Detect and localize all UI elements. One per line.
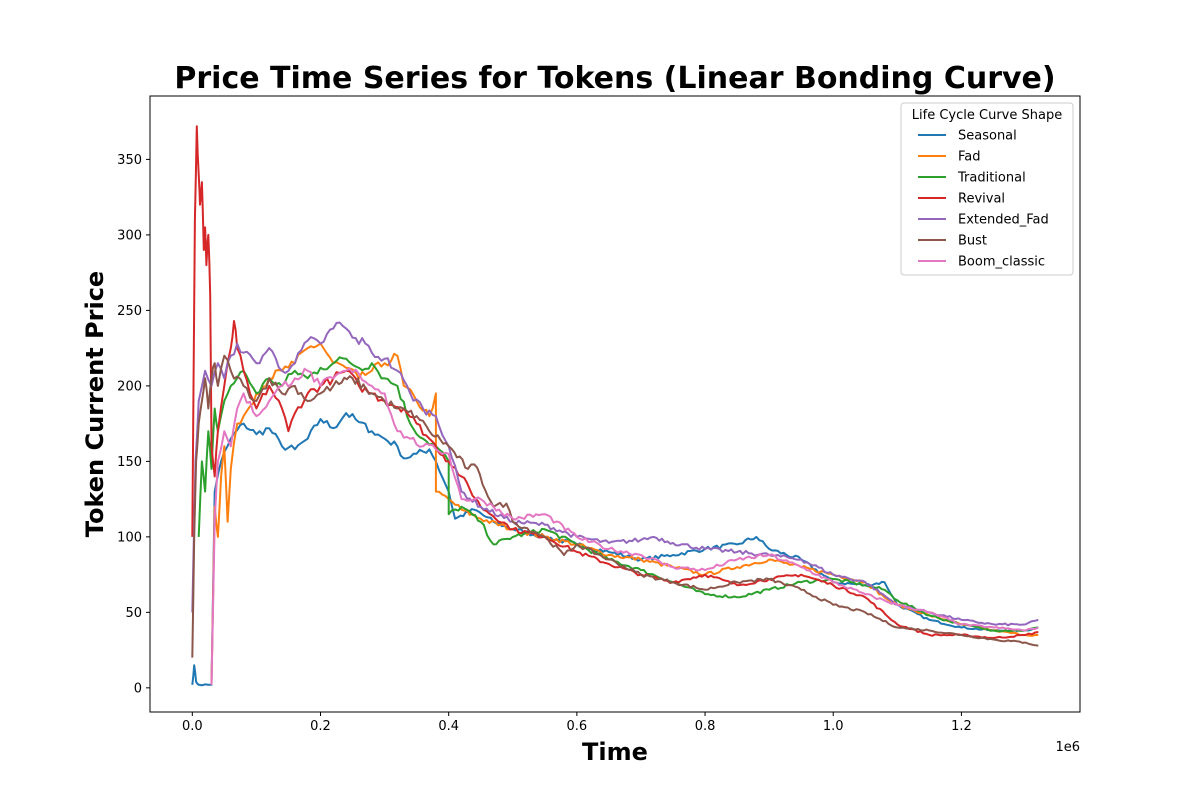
- legend-title: Life Cycle Curve Shape: [912, 108, 1062, 123]
- y-axis-ticks: 0 50 100 150 200 250 300 350: [117, 153, 150, 696]
- legend: Life Cycle Curve Shape Seasonal Fad Tradit…: [900, 102, 1074, 276]
- y-tick-label: 50: [125, 606, 142, 621]
- series-line-boom-classic: [210, 367, 1039, 685]
- chart-title: Price Time Series for Tokens (Linear Bon…: [174, 61, 1055, 96]
- legend-label: Traditional: [957, 171, 1026, 186]
- series-line-revival: [191, 125, 1039, 639]
- x-axis-ticks: 0.0 0.2 0.4 0.6 0.8 1.0 1.2: [182, 712, 972, 734]
- x-tick-label: 1.0: [823, 719, 844, 734]
- y-tick-label: 250: [117, 304, 142, 319]
- legend-label: Revival: [958, 192, 1005, 207]
- x-tick-label: 1.2: [951, 719, 972, 734]
- legend-label: Seasonal: [958, 129, 1017, 144]
- legend-entries: Seasonal Fad Traditional Revival Extended_Fa…: [918, 129, 1049, 270]
- legend-label: Bust: [958, 234, 987, 249]
- x-tick-label: 0.0: [182, 719, 203, 734]
- series-line-seasonal: [191, 412, 1039, 687]
- y-axis-label: Token Current Price: [81, 271, 109, 537]
- x-axis-offset-label: 1e6: [1055, 740, 1080, 755]
- x-tick-label: 0.6: [567, 719, 588, 734]
- legend-box: [900, 102, 1074, 276]
- legend-label: Extended_Fad: [958, 213, 1049, 228]
- x-axis-label: Time: [582, 738, 648, 766]
- plot-frame: [149, 95, 1081, 713]
- series-line-fad: [210, 342, 1039, 685]
- x-tick-label: 0.8: [695, 719, 716, 734]
- series-line-bust: [191, 354, 1039, 658]
- x-tick-label: 0.4: [438, 719, 459, 734]
- series-line-traditional: [197, 356, 1039, 633]
- series-line-extended-fad: [191, 321, 1039, 627]
- y-tick-label: 150: [117, 455, 142, 470]
- y-tick-label: 350: [117, 153, 142, 168]
- series-layer: [191, 125, 1039, 687]
- x-tick-label: 0.2: [310, 719, 331, 734]
- y-tick-label: 100: [117, 530, 142, 545]
- y-tick-label: 300: [117, 228, 142, 243]
- legend-label: Fad: [958, 150, 981, 165]
- y-tick-label: 200: [117, 379, 142, 394]
- y-tick-label: 0: [134, 681, 142, 696]
- legend-label: Boom_classic: [958, 255, 1045, 270]
